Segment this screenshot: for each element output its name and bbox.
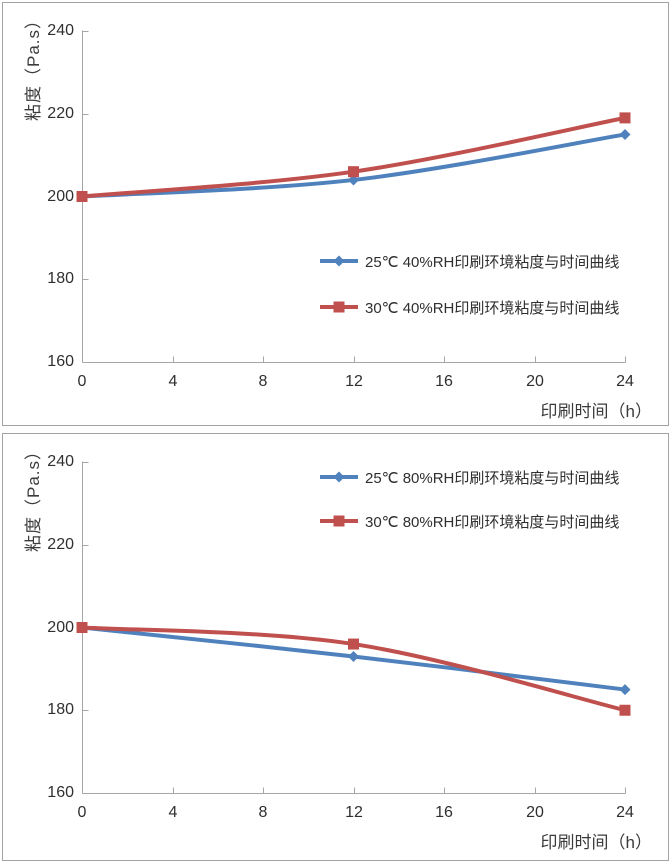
x-tick-label: 8 bbox=[258, 804, 268, 821]
y-tick-label: 240 bbox=[47, 22, 74, 39]
x-axis-title: 印刷时间（h） bbox=[540, 402, 652, 421]
y-tick-label: 180 bbox=[47, 701, 74, 718]
x-tick-label: 0 bbox=[77, 804, 87, 821]
legend-square-marker-icon bbox=[320, 515, 358, 527]
x-tick-label: 8 bbox=[258, 373, 268, 390]
legend-item-25c-40rh: 25℃ 40%RH印刷环境粘度与时间曲线 bbox=[320, 251, 619, 271]
legend-diamond-marker-icon bbox=[320, 255, 358, 267]
x-tick-label: 20 bbox=[526, 373, 544, 390]
legend-diamond-marker-icon bbox=[320, 471, 358, 483]
legend-item-25c-80rh: 25℃ 80%RH印刷环境粘度与时间曲线 bbox=[320, 467, 619, 487]
chart-canvas-40rh bbox=[76, 30, 631, 363]
x-axis-title: 印刷时间（h） bbox=[540, 833, 652, 852]
x-tick-label: 4 bbox=[168, 373, 178, 390]
legend-item-30c-80rh: 30℃ 80%RH印刷环境粘度与时间曲线 bbox=[320, 511, 619, 531]
chart-panel-40rh: 粘度（Pa.s） 印刷时间（h） 25℃ 40%RH印刷环境粘度与时间曲线 30… bbox=[2, 2, 669, 426]
x-tick-label: 12 bbox=[345, 804, 363, 821]
y-tick-label: 220 bbox=[47, 105, 74, 122]
legend-label: 30℃ 40%RH印刷环境粘度与时间曲线 bbox=[365, 299, 620, 317]
y-tick-label: 160 bbox=[47, 353, 74, 370]
x-tick-label: 20 bbox=[526, 804, 544, 821]
chart-panel-80rh: 粘度（Pa.s） 印刷时间（h） 25℃ 80%RH印刷环境粘度与时间曲线 30… bbox=[2, 433, 669, 861]
x-tick-label: 16 bbox=[435, 804, 453, 821]
y-tick-label: 200 bbox=[47, 619, 74, 636]
y-tick-label: 240 bbox=[47, 453, 74, 470]
x-tick-label: 16 bbox=[435, 373, 453, 390]
x-tick-label: 12 bbox=[345, 373, 363, 390]
x-tick-label: 24 bbox=[616, 373, 634, 390]
y-tick-label: 160 bbox=[47, 784, 74, 801]
x-tick-label: 4 bbox=[168, 804, 178, 821]
legend: 25℃ 80%RH印刷环境粘度与时间曲线 30℃ 80%RH印刷环境粘度与时间曲… bbox=[320, 467, 619, 531]
legend-item-30c-40rh: 30℃ 40%RH印刷环境粘度与时间曲线 bbox=[320, 297, 619, 317]
y-tick-label: 220 bbox=[47, 536, 74, 553]
legend-square-marker-icon bbox=[320, 301, 358, 313]
y-tick-label: 180 bbox=[47, 270, 74, 287]
legend-label: 25℃ 40%RH印刷环境粘度与时间曲线 bbox=[365, 253, 620, 271]
x-tick-label: 0 bbox=[77, 373, 87, 390]
legend: 25℃ 40%RH印刷环境粘度与时间曲线 30℃ 40%RH印刷环境粘度与时间曲… bbox=[320, 251, 619, 317]
x-tick-label: 24 bbox=[616, 804, 634, 821]
y-tick-label: 200 bbox=[47, 188, 74, 205]
legend-label: 25℃ 80%RH印刷环境粘度与时间曲线 bbox=[365, 469, 620, 487]
chart-canvas-80rh bbox=[76, 461, 631, 794]
legend-label: 30℃ 80%RH印刷环境粘度与时间曲线 bbox=[365, 513, 620, 531]
